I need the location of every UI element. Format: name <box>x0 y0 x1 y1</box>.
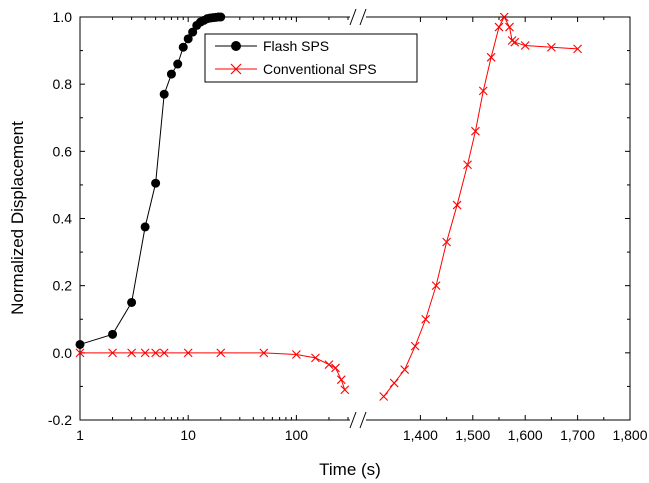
conventional-sps-point <box>507 36 517 45</box>
flash-sps-point <box>108 329 118 339</box>
break-slash <box>359 8 367 26</box>
flash-sps-point <box>188 27 198 37</box>
conventional-sps-point <box>463 160 472 170</box>
conventional-sps-point <box>421 314 431 324</box>
conventional-sps-point <box>478 86 488 96</box>
y-tick-label: 0.2 <box>53 278 73 294</box>
conventional-sps-point <box>400 365 410 375</box>
x-tick-label: 1,500 <box>455 427 490 443</box>
conventional-sps-point <box>75 348 85 358</box>
conventional-sps-point <box>291 350 301 359</box>
conventional-sps-point <box>505 22 514 32</box>
series-conventional-sps <box>75 12 582 401</box>
conventional-sps-point <box>573 44 582 54</box>
conventional-sps-point <box>127 348 137 358</box>
x-axis-title: Time (s) <box>319 460 381 479</box>
x-tick-label: 10 <box>180 427 196 443</box>
series-layer <box>75 12 582 401</box>
conventional-sps-point <box>547 42 556 52</box>
conventional-sps-point <box>159 348 169 358</box>
conventional-sps-point <box>410 341 420 351</box>
legend-marker-flash <box>231 41 241 51</box>
flash-sps-point <box>75 339 85 349</box>
conventional-sps-point <box>331 363 340 373</box>
series-flash-sps <box>75 12 226 349</box>
x-tick-label: 100 <box>285 427 309 443</box>
x-axis-break <box>349 8 367 429</box>
break-slash <box>349 411 357 429</box>
conventional-sps-point <box>324 360 334 369</box>
legend: Flash SPS Conventional SPS <box>204 33 418 83</box>
break-slash <box>349 8 357 26</box>
break-slash <box>359 411 367 429</box>
flash-sps-point <box>166 69 176 79</box>
y-tick-label: -0.2 <box>48 412 72 428</box>
conventional-sps-point <box>151 348 161 358</box>
conventional-sps-point <box>471 126 480 136</box>
conventional-sps-point <box>259 348 269 358</box>
y-axis-title: Normalized Displacement <box>8 121 27 315</box>
legend-marker-conventional <box>230 63 242 75</box>
y-tick-label: 0.4 <box>53 211 73 227</box>
conventional-sps-point <box>379 392 389 401</box>
conventional-sps-point <box>311 353 320 363</box>
conventional-sps-point <box>389 378 399 388</box>
conventional-sps-line <box>80 352 346 390</box>
flash-sps-line <box>79 16 221 345</box>
flash-sps-point <box>216 12 226 22</box>
conventional-sps-point <box>336 375 346 385</box>
conventional-sps-point <box>108 348 117 358</box>
conventional-sps-point <box>486 52 496 62</box>
y-tick-label: 0.6 <box>53 143 73 159</box>
y-tick-label: 0.0 <box>53 345 73 361</box>
flash-sps-point <box>140 222 150 232</box>
x-tick-label: 1,700 <box>560 427 595 443</box>
legend-label-flash: Flash SPS <box>263 38 329 54</box>
conventional-sps-point <box>520 41 530 50</box>
flash-sps-point <box>151 178 161 188</box>
top-break-gap <box>350 8 366 26</box>
x-tick-label: 1,400 <box>403 427 438 443</box>
flash-sps-point <box>183 34 193 44</box>
conventional-sps-point <box>183 348 193 358</box>
conventional-sps-point <box>510 37 520 47</box>
x-tick-label: 1,600 <box>508 427 543 443</box>
flash-sps-point <box>178 42 188 52</box>
conventional-sps-point <box>140 348 150 358</box>
flash-sps-point <box>127 297 137 307</box>
x-tick-label: 1 <box>76 427 84 443</box>
conventional-sps-point <box>442 237 451 247</box>
flash-sps-point <box>173 59 183 69</box>
bottom-break-gap <box>350 411 366 429</box>
conventional-sps-point <box>216 348 226 358</box>
conventional-sps-point <box>340 385 350 395</box>
conventional-sps-point <box>452 200 462 210</box>
conventional-sps-point <box>499 12 509 22</box>
conventional-sps-point <box>431 281 441 291</box>
legend-box <box>204 33 418 83</box>
flash-sps-point <box>159 89 169 99</box>
y-tick-label: 1.0 <box>53 9 73 25</box>
y-tick-label: 0.8 <box>53 76 73 92</box>
x-tick-label: 1,800 <box>612 427 647 443</box>
legend-label-conventional: Conventional SPS <box>263 61 377 77</box>
axis-ticks: -0.2 0.0 0.2 0.4 0.6 0.8 1.0 1 10 100 1,400 1,500 1,… <box>48 9 648 443</box>
conventional-sps-point <box>494 22 504 32</box>
